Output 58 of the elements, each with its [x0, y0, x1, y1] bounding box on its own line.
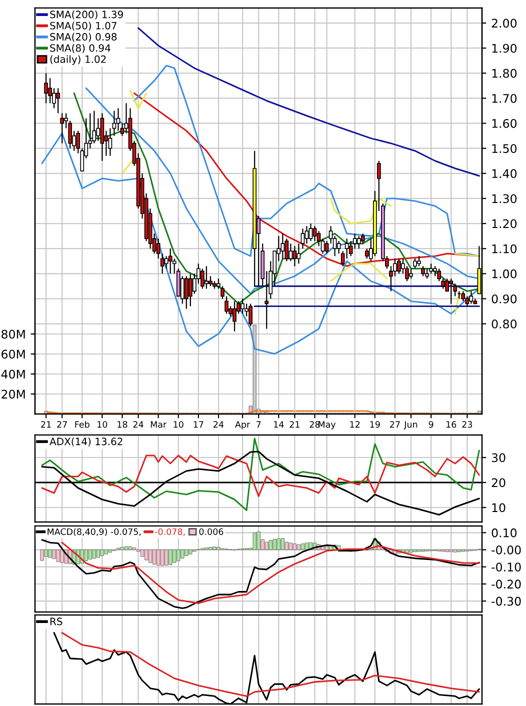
x-tick-label: 21: [290, 421, 300, 428]
x-tick-label: 7: [256, 421, 261, 428]
y-tick-label: -0.30: [492, 596, 521, 606]
legend-label: SMA(50) 1.07: [50, 22, 116, 31]
y-tick-label: 1.70: [492, 94, 517, 103]
x-tick-label: 18: [118, 421, 128, 428]
legend-label: ADX(14) 13.62: [50, 438, 122, 446]
y-tick-label: 1.10: [492, 244, 517, 254]
y-tick-label: 10: [492, 503, 506, 512]
y2-tick-label: 20M: [2, 390, 25, 399]
x-tick-label: 14: [274, 421, 284, 428]
y2-tick-label: 40M: [1, 370, 25, 379]
y-tick-label: 1.90: [492, 44, 517, 53]
y-tick-label: 1.60: [492, 119, 517, 128]
y-tick-label: 1.80: [492, 68, 517, 78]
x-tick-label: May: [318, 421, 336, 430]
x-tick-label: 28: [310, 421, 320, 428]
y-tick-label: -0.20: [492, 580, 521, 589]
y-tick-label: 1.40: [492, 169, 517, 178]
x-tick-label: Mar: [150, 421, 167, 428]
x-tick-label: 27: [57, 421, 67, 428]
y-tick-label: 0.90: [492, 294, 517, 304]
y2-tick-label: 80M: [2, 330, 25, 339]
x-tick-label: 23: [462, 421, 472, 428]
y-tick-label: -0.00: [492, 545, 521, 554]
x-tick-label: Jun: [404, 421, 418, 430]
y-tick-label: -0.10: [492, 562, 521, 572]
y-tick-label: 1.20: [492, 219, 517, 228]
legend-label: SMA(8) 0.94: [50, 44, 110, 53]
x-tick-label: 21: [41, 421, 51, 428]
legend-label: 0.006: [199, 528, 224, 535]
legend-label: -0.078,: [155, 528, 185, 536]
x-tick-label: 16: [446, 421, 456, 428]
x-tick-label: 24: [214, 421, 224, 428]
x-tick-label: 27: [390, 421, 400, 428]
y-tick-label: 1.50: [492, 144, 517, 153]
x-tick-label: 19: [370, 421, 380, 428]
legend-label: SMA(200) 1.39: [50, 10, 123, 20]
legend-label: MACD(8,40,9) -0.075,: [48, 528, 141, 536]
legend-label: SMA(20) 0.98: [50, 32, 117, 42]
x-tick-label: 17: [194, 421, 204, 428]
x-tick-label: 24: [133, 421, 144, 428]
y2-tick-label: 60M: [2, 350, 25, 359]
y-tick-label: 2.00: [492, 18, 517, 28]
y-tick-label: 1.30: [492, 194, 517, 204]
y-tick-label: 1.00: [492, 269, 517, 278]
x-tick-label: Apr: [235, 421, 250, 430]
x-tick-label: 12: [350, 421, 360, 428]
x-tick-label: 10: [98, 421, 108, 428]
y-tick-label: 20: [492, 478, 506, 488]
legend-label: (daily) 1.02: [50, 55, 106, 65]
x-tick-label: 9: [428, 421, 434, 428]
x-tick-label: 10: [174, 421, 184, 428]
legend-label: RS: [50, 618, 62, 626]
y-tick-label: 30: [492, 453, 506, 462]
x-tick-label: Feb: [75, 420, 90, 428]
y-tick-label: 0.80: [492, 320, 517, 328]
y-tick-label: 0.10: [492, 528, 517, 538]
